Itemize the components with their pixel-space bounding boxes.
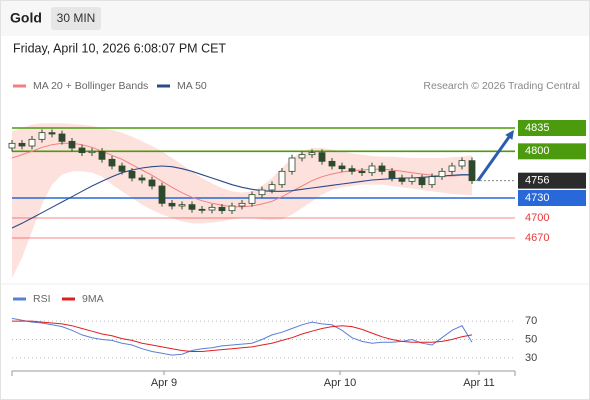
- candle-body: [258, 189, 266, 196]
- candle-body: [38, 132, 46, 140]
- symbol: Gold: [10, 10, 42, 26]
- level-box: [518, 190, 586, 206]
- level-box: [518, 143, 586, 160]
- last-price-box: [518, 172, 586, 189]
- candle-body: [308, 152, 316, 156]
- candle-body: [318, 152, 326, 162]
- candle-body: [458, 160, 466, 167]
- legend-label: 9MA: [82, 293, 104, 305]
- datetime: Friday, April 10, 2026 6:08:07 PM CET: [13, 41, 226, 55]
- candle-body: [328, 160, 336, 167]
- candle-body: [158, 185, 166, 204]
- forecast-arrowhead: [505, 130, 514, 140]
- candle-body: [88, 150, 96, 154]
- candle-body: [398, 177, 406, 182]
- forecast-arrow: [476, 134, 512, 182]
- x-tick-label: Apr 11: [463, 377, 495, 389]
- candle-body: [168, 202, 176, 207]
- candle-body: [98, 150, 106, 160]
- last-price-label: 4756: [525, 175, 549, 187]
- candle-body: [68, 140, 76, 149]
- level-label: 4670: [525, 232, 549, 244]
- rsi-line: [11, 317, 473, 356]
- candle-body: [78, 147, 86, 154]
- candle-body: [238, 202, 246, 207]
- x-tick-label: Apr 10: [324, 377, 356, 389]
- candle-body: [428, 176, 436, 186]
- candle-body: [178, 204, 186, 207]
- candle-body: [448, 165, 456, 172]
- candle-body: [268, 184, 276, 191]
- level-box: [518, 120, 586, 136]
- candle-body: [418, 177, 426, 186]
- legend-label: MA 20 + Bollinger Bands: [33, 80, 148, 92]
- legend-label: MA 50: [177, 80, 207, 92]
- source: Research © 2026 Trading Central: [423, 80, 580, 92]
- candle-body: [298, 154, 306, 159]
- candle-body: [278, 170, 286, 186]
- candle-body: [28, 138, 36, 147]
- candle-body: [48, 132, 56, 135]
- y-tick-label: 70: [525, 315, 537, 327]
- candle-body: [338, 165, 346, 170]
- candle-body: [378, 165, 386, 172]
- level-label: 4800: [525, 145, 549, 157]
- candle-body: [218, 206, 226, 212]
- candle-body: [198, 208, 206, 211]
- candle-body: [388, 170, 396, 179]
- candle-body: [188, 204, 196, 210]
- level-label: 4835: [525, 122, 549, 134]
- candle-body: [248, 194, 256, 204]
- rsi-line: [12, 320, 473, 352]
- candle-body: [148, 179, 156, 187]
- candle-body: [408, 177, 416, 182]
- candle-body: [348, 168, 356, 172]
- candle-body: [288, 157, 296, 172]
- timeframe: 30 MIN: [57, 11, 96, 25]
- y-tick-label: 50: [525, 333, 537, 345]
- level-label: 4730: [525, 192, 549, 204]
- candle-body: [438, 170, 446, 178]
- x-tick-label: Apr 9: [151, 377, 177, 389]
- y-tick-label: 30: [525, 352, 537, 364]
- candle-body: [208, 206, 216, 211]
- candle-body: [138, 177, 146, 181]
- candle-body: [8, 142, 16, 149]
- candle-body: [58, 133, 66, 142]
- candle-body: [18, 142, 26, 147]
- candle-body: [118, 165, 126, 172]
- candle-body: [358, 170, 366, 174]
- candle-body: [228, 205, 236, 212]
- level-label: 4700: [525, 212, 549, 224]
- moving-average: [11, 165, 472, 229]
- legend-label: RSI: [33, 293, 51, 305]
- candle-body: [108, 158, 116, 167]
- timeframe-pill: [51, 7, 101, 30]
- candle-body: [128, 170, 136, 179]
- candle-body: [468, 160, 476, 182]
- candle-body: [368, 165, 376, 174]
